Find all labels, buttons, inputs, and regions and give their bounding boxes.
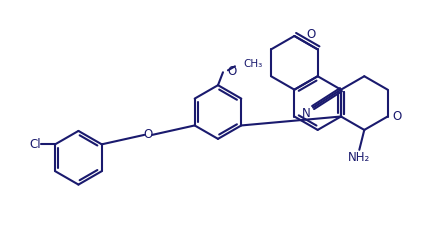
Text: O: O	[392, 110, 401, 123]
Text: CH₃: CH₃	[243, 59, 262, 69]
Text: Cl: Cl	[29, 138, 41, 151]
Text: O: O	[227, 65, 236, 78]
Text: O: O	[144, 128, 153, 141]
Text: O: O	[307, 28, 316, 40]
Text: N: N	[302, 107, 310, 120]
Text: NH₂: NH₂	[348, 151, 370, 164]
